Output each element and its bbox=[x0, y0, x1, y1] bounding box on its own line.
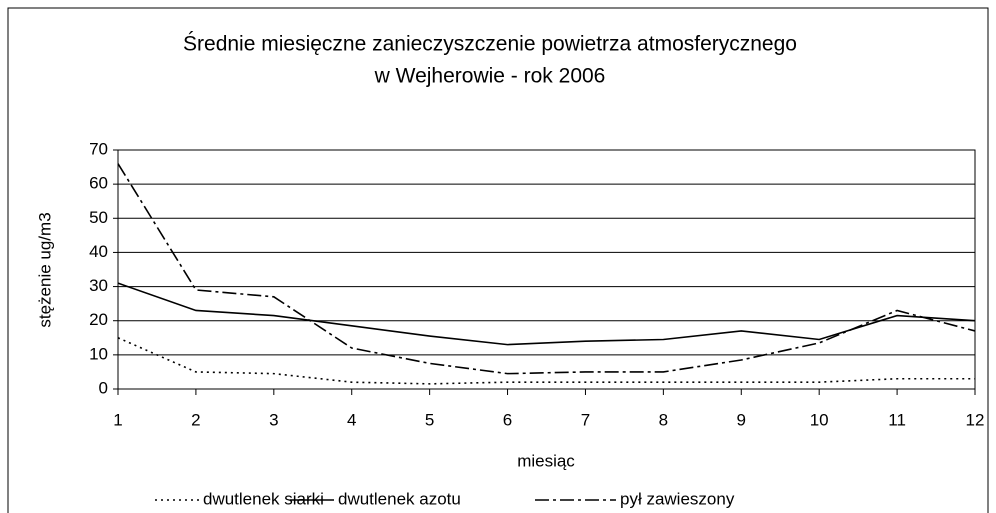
x-tick-label: 1 bbox=[113, 410, 122, 429]
x-tick-label: 5 bbox=[425, 410, 434, 429]
y-tick-label: 60 bbox=[89, 174, 108, 193]
x-tick-label: 6 bbox=[503, 410, 512, 429]
x-tick-label: 3 bbox=[269, 410, 278, 429]
y-tick-label: 70 bbox=[89, 139, 108, 158]
legend-label: pył zawieszony bbox=[620, 489, 735, 508]
x-axis-label: miesiąc bbox=[517, 451, 575, 470]
y-tick-label: 50 bbox=[89, 208, 108, 227]
y-axis-label: stężenie ug/m3 bbox=[35, 212, 54, 327]
chart-frame bbox=[7, 7, 989, 513]
series-line bbox=[117, 282, 976, 346]
x-tick-label: 8 bbox=[659, 410, 668, 429]
y-tick-label: 40 bbox=[89, 242, 108, 261]
x-tick-label: 11 bbox=[888, 410, 906, 429]
plot-area bbox=[117, 149, 976, 390]
series-line bbox=[117, 163, 976, 375]
chart-title: w Wejherowie - rok 2006 bbox=[374, 65, 606, 88]
x-tick-label: 7 bbox=[581, 410, 590, 429]
y-tick-label: 0 bbox=[99, 378, 108, 397]
series-line bbox=[117, 337, 975, 385]
x-tick-label: 4 bbox=[347, 410, 356, 429]
x-tick-label: 12 bbox=[966, 410, 985, 429]
x-tick-label: 10 bbox=[810, 410, 829, 429]
chart-title: Średnie miesięczne zanieczyszczenie powi… bbox=[183, 32, 797, 56]
legend-label: dwutlenek siarki bbox=[203, 489, 324, 508]
y-tick-label: 20 bbox=[89, 310, 108, 329]
legend-label: dwutlenek azotu bbox=[338, 489, 461, 508]
y-tick-label: 10 bbox=[89, 344, 108, 363]
y-tick-label: 30 bbox=[89, 276, 108, 295]
x-tick-label: 2 bbox=[191, 410, 200, 429]
x-tick-label: 9 bbox=[737, 410, 746, 429]
